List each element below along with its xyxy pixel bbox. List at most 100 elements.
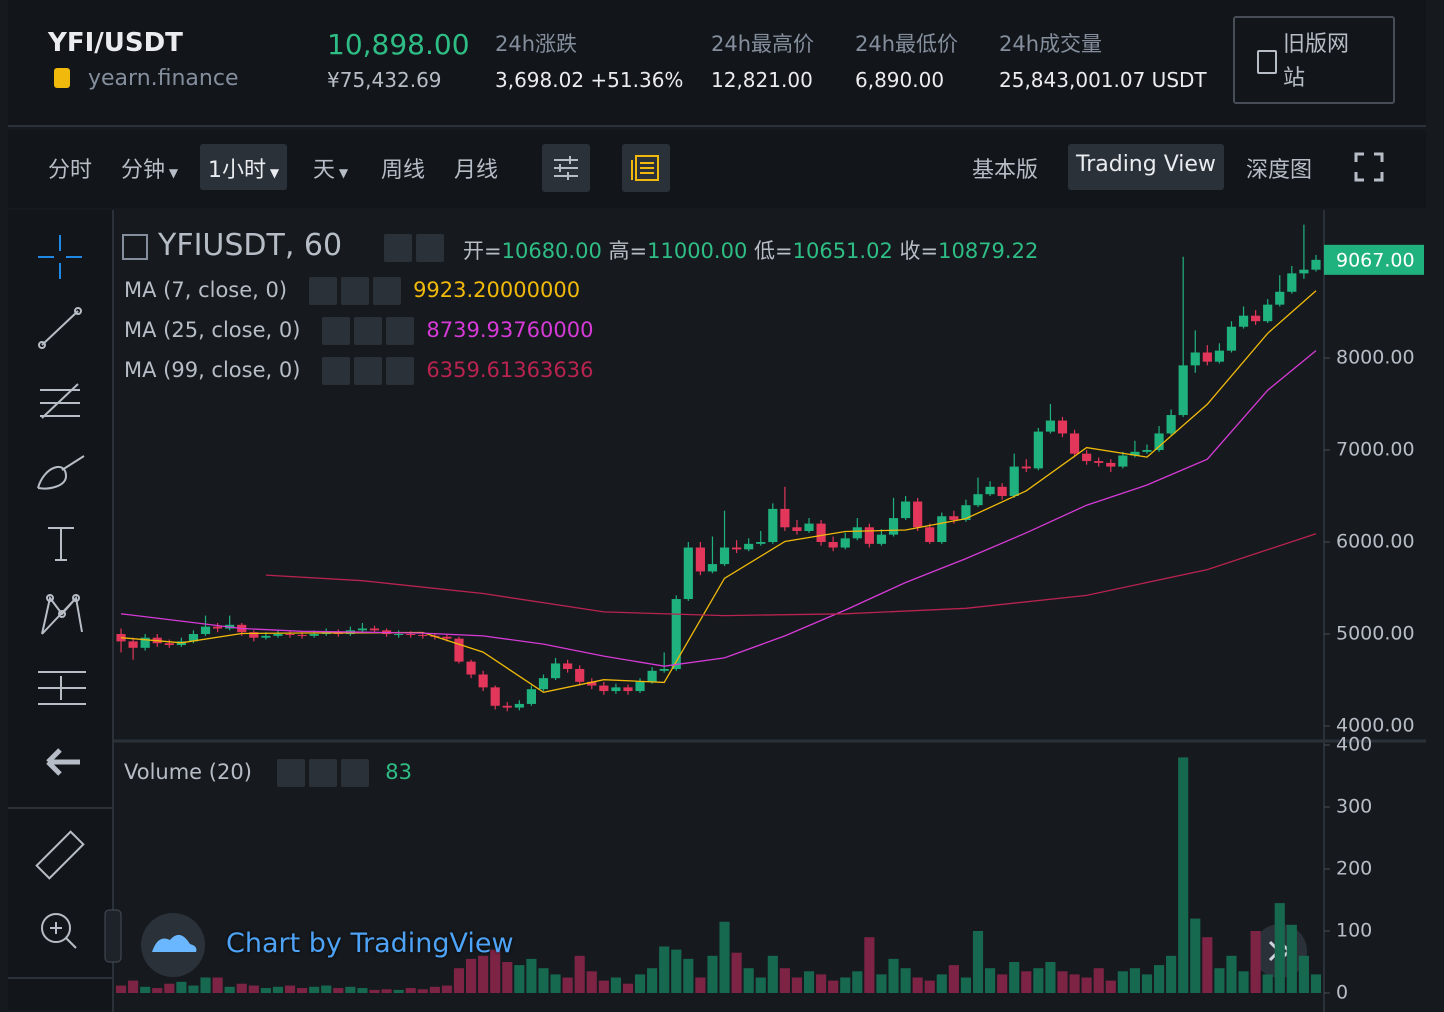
gear-icon[interactable] [341,277,370,305]
collapse-tab[interactable] [104,909,122,963]
view-option[interactable]: 深度图 [1246,158,1313,183]
candle-body [442,636,452,639]
interval[interactable]: 分时 [48,158,93,183]
view-option[interactable]: Trading View [1068,144,1224,190]
gear-icon[interactable] [416,234,444,262]
pattern-tool[interactable] [41,594,83,635]
collapse-icon[interactable] [122,233,148,260]
close-icon[interactable] [386,357,415,385]
eye-icon[interactable] [384,234,412,262]
candle-body [1082,453,1092,462]
candle-body [792,527,802,531]
interval-label: 天 [313,158,336,183]
candle-body [563,663,573,669]
eye-icon[interactable] [309,277,338,305]
candle-body [840,538,850,548]
candle-body [1057,420,1068,434]
candle-body [502,705,512,708]
candle-body [1106,462,1116,467]
ruler-tool[interactable] [35,830,85,880]
last-price: 10,898.00 [327,28,470,61]
fullscreen-button[interactable] [1354,152,1384,186]
volume-bar [369,989,380,993]
study-icons [322,317,418,345]
ohlc-value: 10651.02 [792,239,893,263]
volume-bar [876,974,887,993]
volume-bar [1286,924,1297,993]
interval[interactable]: 1小时 ▼ [200,144,288,190]
volume-bar [743,968,754,993]
candle-body [273,634,283,636]
price-cny: ¥75,432.69 [327,68,442,92]
volume-bar [441,985,452,993]
interval[interactable]: 月线 [454,158,499,183]
candle-body [695,547,705,572]
candle-body [732,547,742,550]
volume-bar [333,988,344,993]
fib-tool[interactable] [40,383,80,419]
symbol-icons [384,234,448,262]
candle-body [213,626,223,629]
stat-label: 24h最高价 [711,32,815,56]
text-tool[interactable] [48,527,74,561]
candle-body [768,508,778,543]
old-version-button[interactable]: 旧版网站 [1233,16,1395,104]
volume-bar [574,955,585,993]
candle-body [719,547,730,565]
volume-bar [115,985,127,993]
eye-icon[interactable] [322,317,351,345]
view-option[interactable]: 基本版 [972,158,1039,183]
settings-button[interactable] [542,144,590,192]
interval[interactable]: 周线 [381,158,426,183]
volume-bar [297,988,308,993]
brush-tool[interactable] [37,455,85,490]
gear-icon[interactable] [354,317,383,345]
volume-bar [1250,931,1261,993]
study-name: MA (7, close, 0) [124,278,288,302]
interval[interactable]: 分钟 ▼ [121,152,178,184]
symbol-legend: YFIUSDT, 60 [122,228,342,263]
volume-bar [1310,974,1322,993]
volume-bar [707,955,718,993]
candle-body [900,501,911,519]
candle-body [937,516,947,543]
ma-line [265,533,1317,617]
candle-body [599,685,609,692]
interval[interactable]: 天 ▼ [313,152,348,184]
pair: YFI/USDT [48,28,183,58]
candle-body [128,641,138,648]
study-name: MA (99, close, 0) [124,358,301,382]
eye-icon[interactable] [322,357,351,385]
zoom-tool[interactable] [41,913,77,949]
measure-tool[interactable] [38,671,86,705]
line-tool[interactable] [38,307,82,349]
ohlc-legend: 开=10680.00 高=11000.00 低=10651.02 收=10879… [463,235,1038,265]
volume-bar [888,958,899,993]
candle-body [587,681,597,686]
y-tick-label: 400 [1336,734,1372,756]
close-icon[interactable] [340,759,369,787]
volume-bar [514,965,525,993]
study-value: 8739.93760000 [426,318,594,342]
watermark[interactable]: Chart by TradingView [226,928,514,959]
gear-icon[interactable] [354,357,383,385]
volume-bar [1141,974,1153,993]
back-tool[interactable] [46,748,80,776]
volume-bar [622,983,634,993]
gear-icon[interactable] [308,759,337,787]
volume-bar [634,974,646,993]
candle-body [369,628,380,631]
volume-bar [200,977,211,993]
ohlc-label: 收= [899,239,939,263]
volume-bar [1021,971,1032,993]
indicator-button[interactable] [622,144,670,192]
candle-body [1021,466,1031,469]
candle-body [888,518,899,535]
close-icon[interactable] [386,317,415,345]
crosshair-tool[interactable] [38,235,82,279]
eye-icon[interactable] [276,759,305,787]
close-icon[interactable] [373,277,402,305]
ohlc-value: 10680.00 [501,239,602,263]
volume-bar [816,974,827,993]
volume-bar [1093,968,1104,993]
